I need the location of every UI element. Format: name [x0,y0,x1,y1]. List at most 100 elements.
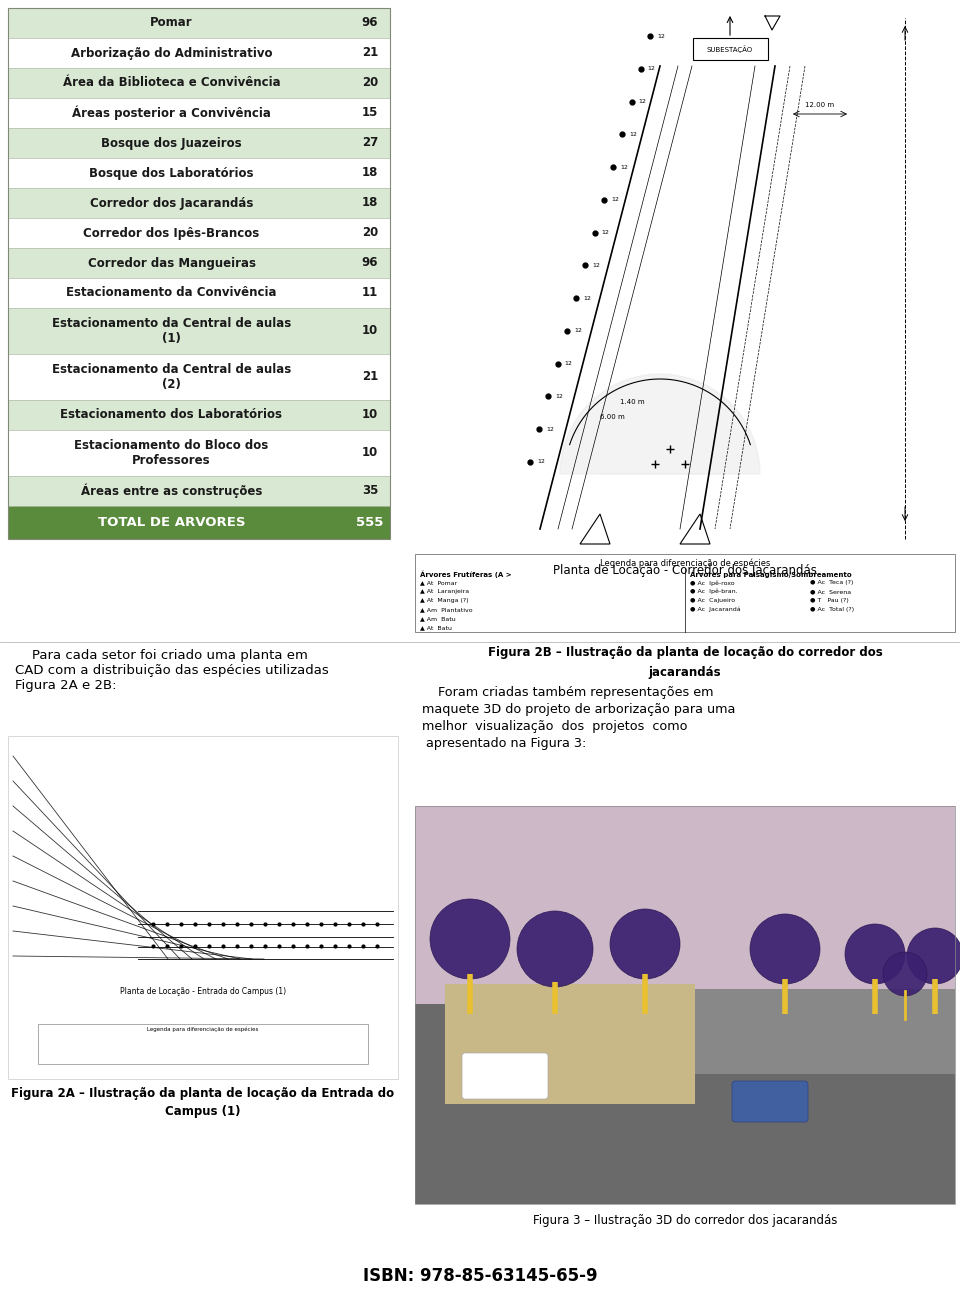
Text: Planta de Locação - Entrada do Campus (1): Planta de Locação - Entrada do Campus (1… [120,987,286,995]
Text: ISBN: 978-85-63145-65-9: ISBN: 978-85-63145-65-9 [363,1267,597,1284]
Bar [8,218,390,248]
Text: ▲ Am  Batu: ▲ Am Batu [420,615,456,621]
Text: Figura 3 – Ilustração 3D do corredor dos jacarandás: Figura 3 – Ilustração 3D do corredor dos… [533,1214,837,1227]
Text: ▲ At  Pomar: ▲ At Pomar [420,580,457,585]
Text: ● Ac  Serena: ● Ac Serena [810,589,852,595]
Text: Estacionamento da Convivência: Estacionamento da Convivência [66,287,276,300]
Text: Árvores Frutíferas (A >: Árvores Frutíferas (A > [420,570,512,578]
Text: ● T   Pau (?): ● T Pau (?) [810,599,849,602]
Text: 11: 11 [362,287,378,300]
Text: 12: 12 [630,132,637,137]
Bar [8,128,390,158]
Text: 555: 555 [356,516,384,529]
Text: ▲ At  Manga (?): ▲ At Manga (?) [420,599,468,602]
Circle shape [517,911,593,987]
Bar [695,988,955,1074]
Text: 12: 12 [611,197,619,202]
Bar [445,985,695,1104]
Bar [415,1004,955,1204]
Text: ● Ac  Ipê-bran.: ● Ac Ipê-bran. [690,589,737,595]
FancyBboxPatch shape [462,1054,548,1099]
Text: 12: 12 [583,296,591,301]
Text: 20: 20 [362,227,378,240]
Text: Corredor das Mangueiras: Corredor das Mangueiras [87,257,255,270]
Text: Legenda para diferenciação de espécies: Legenda para diferenciação de espécies [147,1026,258,1031]
Text: Árvores para Paisagismo/Sombreamento: Árvores para Paisagismo/Sombreamento [690,570,852,578]
Text: 12.00 m: 12.00 m [805,102,834,108]
Polygon shape [580,514,610,544]
Text: Bosque dos Juazeiros: Bosque dos Juazeiros [101,137,242,150]
Text: 35: 35 [362,485,378,498]
Bar [8,68,390,98]
Bar [8,248,390,278]
Circle shape [883,952,927,996]
Text: Campus (1): Campus (1) [165,1104,241,1118]
Text: 12: 12 [592,263,600,267]
Text: 96: 96 [362,17,378,30]
Text: 10: 10 [362,325,378,338]
Text: Bosque dos Laboratórios: Bosque dos Laboratórios [89,167,253,180]
Bar [415,806,955,1204]
Circle shape [610,909,680,979]
Text: Corredor dos Ipês-Brancos: Corredor dos Ipês-Brancos [84,227,259,240]
Bar [415,806,955,1034]
Text: ● Ac  Total (?): ● Ac Total (?) [810,606,854,612]
Bar [8,98,390,128]
Text: Legenda para diferenciação de espécies: Legenda para diferenciação de espécies [600,559,770,569]
Text: Pomar: Pomar [150,17,193,30]
Bar [8,476,390,506]
Text: 21: 21 [362,47,378,60]
Bar [8,8,390,38]
Bar [8,158,390,188]
Bar [8,400,390,430]
Bar [38,1024,368,1064]
Text: ▲ At  Batu: ▲ At Batu [420,625,452,630]
Text: jacarandás: jacarandás [649,666,721,679]
Text: 21: 21 [362,370,378,383]
Text: Arborização do Administrativo: Arborização do Administrativo [71,47,273,60]
Text: Estacionamento da Central de aulas
(1): Estacionamento da Central de aulas (1) [52,317,291,346]
Text: 18: 18 [362,197,378,210]
Text: Figura 2A – Ilustração da planta de locação da Entrada do: Figura 2A – Ilustração da planta de loca… [12,1088,395,1101]
Bar [8,353,390,400]
Text: ● Ac  Cajueiro: ● Ac Cajueiro [690,599,735,602]
Text: ▲ At  Laranjeira: ▲ At Laranjeira [420,589,469,595]
Text: Estacionamento do Bloco dos
Professores: Estacionamento do Bloco dos Professores [74,439,269,467]
Text: 12: 12 [638,99,646,104]
Bar [8,308,390,353]
Text: Para cada setor foi criado uma planta em
CAD com a distribuição das espécies uti: Para cada setor foi criado uma planta em… [15,649,328,692]
Text: 20: 20 [362,77,378,90]
Text: Figura 2B – Ilustração da planta de locação do corredor dos: Figura 2B – Ilustração da planta de loca… [488,645,882,659]
Text: 12: 12 [574,329,582,334]
Text: Estacionamento dos Laboratórios: Estacionamento dos Laboratórios [60,408,282,421]
Text: Foram criadas também representações em
maquete 3D do projeto de arborização para: Foram criadas também representações em m… [422,686,735,750]
Text: 15: 15 [362,107,378,120]
Bar [8,188,390,218]
Bar [8,8,390,539]
Text: ▲ Am  Plantativo: ▲ Am Plantativo [420,606,472,612]
Text: 12: 12 [546,426,554,432]
Text: TOTAL DE ARVORES: TOTAL DE ARVORES [98,516,245,529]
Text: 10: 10 [362,408,378,421]
Bar [415,8,955,549]
Bar [8,38,390,68]
Bar [8,506,390,539]
Text: ● Ac  Jacarandá: ● Ac Jacarandá [690,606,740,613]
Text: 12: 12 [620,164,628,170]
Text: 12: 12 [602,230,610,235]
Text: 12: 12 [648,67,656,72]
Text: Planta de Locação - Corredor dos Jacarandás: Planta de Locação - Corredor dos Jacaran… [553,565,817,576]
Text: Corredor dos Jacarandás: Corredor dos Jacarandás [90,197,253,210]
Text: Área da Biblioteca e Convivência: Área da Biblioteca e Convivência [62,77,280,90]
Bar [8,735,398,1078]
Text: 12: 12 [657,34,665,39]
Text: 96: 96 [362,257,378,270]
Text: 27: 27 [362,137,378,150]
Bar [415,554,955,632]
Text: 18: 18 [362,167,378,180]
Text: 6.00 m: 6.00 m [600,413,625,420]
Text: 10: 10 [362,446,378,459]
Text: Estacionamento da Central de aulas
(2): Estacionamento da Central de aulas (2) [52,363,291,391]
Text: Áreas posterior a Convivência: Áreas posterior a Convivência [72,106,271,120]
Text: 12: 12 [556,394,564,399]
